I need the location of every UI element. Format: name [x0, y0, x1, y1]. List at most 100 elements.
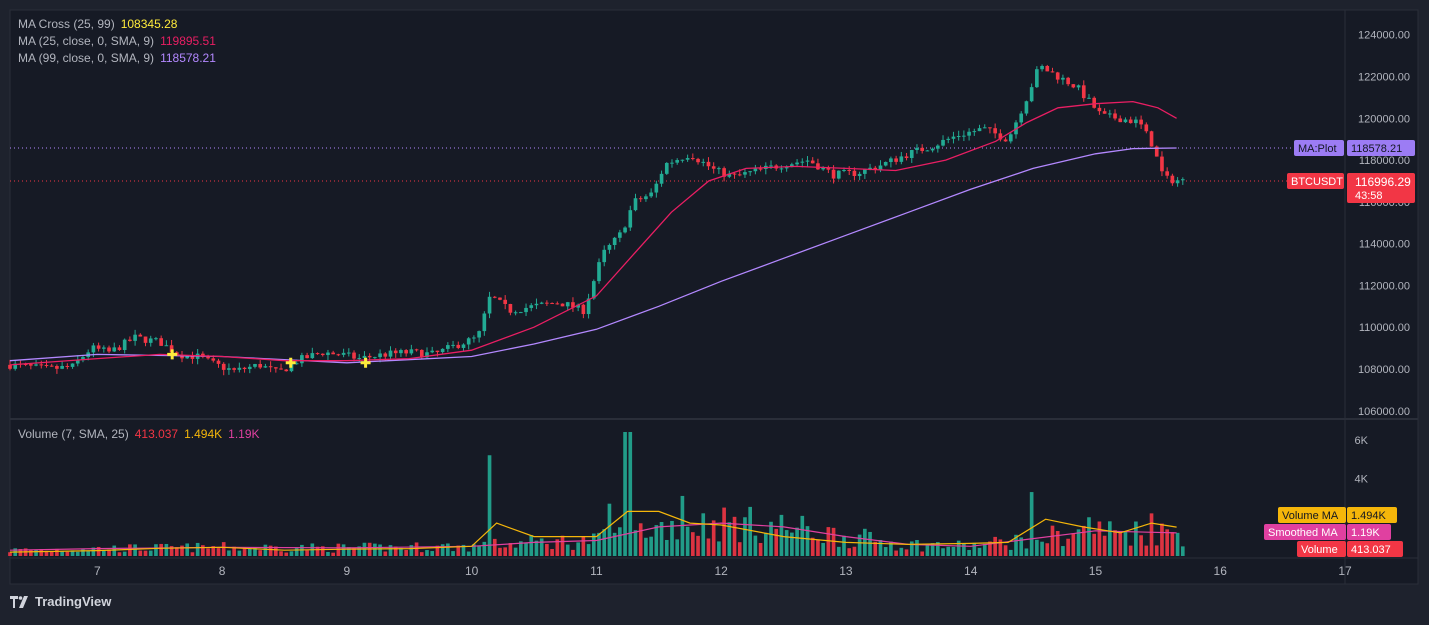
candle-body — [393, 350, 398, 354]
volume-legend-value: 413.037 — [134, 427, 179, 441]
volume-bar — [758, 542, 763, 556]
candle-body — [294, 363, 299, 365]
volume-bar — [211, 546, 216, 556]
candle-body — [190, 355, 195, 359]
time-tick-label: 9 — [344, 564, 351, 578]
ma-plot-value-badge-text: 118578.21 — [1351, 143, 1402, 155]
candle-body — [701, 161, 706, 163]
volume-bar — [1071, 533, 1076, 556]
volume-bar — [373, 543, 377, 556]
candle-body — [1123, 119, 1128, 123]
tradingview-logo[interactable]: TradingView — [10, 594, 111, 609]
volume-bar — [951, 546, 956, 556]
volume-bar — [1081, 525, 1086, 556]
candle-body — [1055, 72, 1060, 80]
candle-body — [263, 366, 268, 368]
candle-body — [1066, 77, 1070, 85]
candle-body — [1092, 97, 1097, 108]
symbol-badge-text: BTCUSDT — [1291, 176, 1343, 188]
candle-body — [883, 162, 888, 166]
volume-bar — [39, 549, 44, 556]
volume-bar — [1149, 513, 1154, 556]
volume-bar — [800, 515, 805, 556]
legend-ma99-value: 118578.21 — [160, 51, 216, 65]
volume-bar — [201, 545, 205, 556]
volume-bar — [649, 536, 653, 556]
volume-bar — [711, 520, 716, 556]
volume-bar — [628, 432, 633, 556]
candle-body — [81, 357, 85, 361]
volume-bar — [883, 547, 888, 556]
candle-body — [107, 347, 111, 352]
candle-body — [628, 210, 633, 228]
volume-bar — [644, 537, 648, 556]
volume-bar — [774, 528, 779, 556]
candle-body — [909, 150, 914, 158]
volume-bar — [154, 544, 158, 556]
candle-body — [977, 128, 982, 132]
volume-bar — [258, 550, 263, 556]
volume-bar — [34, 549, 38, 556]
candle-body — [326, 352, 330, 356]
volume-bar — [659, 521, 664, 556]
candle-body — [816, 163, 820, 170]
candle-body — [1040, 65, 1044, 70]
candle-body — [915, 147, 919, 151]
time-tick-label: 10 — [465, 564, 479, 578]
price-axis-labels[interactable]: 106000.00 108000.00 110000.00 112000.00 1140… — [1358, 30, 1410, 418]
candle-body — [357, 358, 362, 360]
volume-bar — [581, 536, 586, 556]
volume-bar — [1097, 521, 1102, 556]
volume-bar — [550, 549, 554, 556]
legend-ma25[interactable]: MA (25, close, 0, SMA, 9) 119895.51 — [18, 33, 216, 50]
volume-bar — [498, 547, 502, 556]
legend-ma-cross[interactable]: MA Cross (25, 99) 108345.28 — [18, 16, 216, 33]
volume-bar — [138, 550, 143, 556]
candle-body — [305, 355, 309, 359]
candle-body — [446, 345, 450, 349]
volume-axis-labels[interactable]: 4K 6K — [1355, 435, 1369, 486]
candle-body — [597, 262, 601, 282]
volume-bar — [701, 513, 706, 556]
volume-bar — [915, 539, 919, 556]
candle-body — [206, 356, 210, 359]
volume-bar — [529, 535, 534, 556]
candle-body — [842, 169, 846, 171]
volume-bar — [128, 544, 132, 556]
candle-body — [274, 367, 278, 369]
volume-bar — [268, 545, 273, 556]
volume-bar — [274, 546, 278, 556]
candle-body — [508, 303, 513, 313]
volume-bar — [539, 538, 544, 556]
volume-bar — [935, 542, 940, 556]
candle-body — [691, 158, 695, 160]
candle-body — [670, 162, 674, 164]
candle-body — [930, 148, 935, 151]
candle-body — [607, 245, 612, 250]
volume-bar — [1035, 539, 1039, 556]
volume-ma-line — [9, 510, 1177, 553]
candle-body — [831, 169, 836, 179]
volume-bar — [826, 527, 831, 556]
legend-ma99[interactable]: MA (99, close, 0, SMA, 9) 118578.21 — [18, 50, 216, 67]
candle-body — [60, 365, 64, 369]
volume-bar — [748, 506, 752, 556]
volume-bar — [1175, 532, 1180, 556]
volume-bar — [706, 538, 711, 556]
candle-body — [696, 158, 700, 163]
time-axis-labels[interactable]: 7 8 9 10 11 12 13 14 15 16 17 — [94, 564, 1352, 578]
volume-bar — [1113, 530, 1117, 556]
volume-bar — [586, 544, 591, 556]
candle-body — [717, 168, 721, 170]
price-tick-label: 112000.00 — [1359, 280, 1410, 292]
ma-plot-label-badge-text: MA:Plot — [1298, 143, 1337, 155]
candle-body — [133, 334, 137, 341]
volume-bar — [1014, 534, 1018, 556]
candle-body — [70, 363, 75, 367]
candle-body — [399, 350, 403, 354]
candle-body — [649, 192, 653, 197]
candle-body — [159, 338, 163, 346]
volume-legend[interactable]: Volume (7, SMA, 25) 413.037 1.494K 1.19K — [18, 426, 260, 443]
